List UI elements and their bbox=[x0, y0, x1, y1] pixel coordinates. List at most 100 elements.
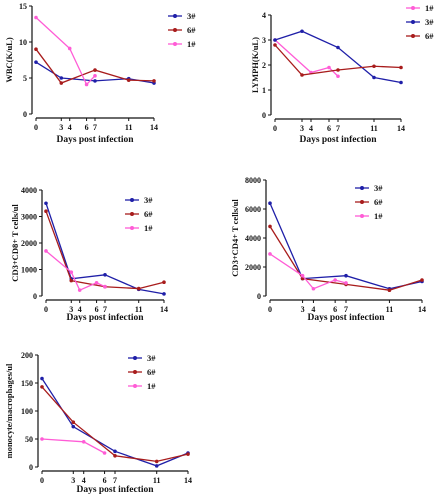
wbc-series-6-point-2 bbox=[93, 68, 97, 72]
cd8-legend-marker bbox=[130, 198, 134, 202]
mono-y-axis-label: monocyte/macrophages/ul bbox=[4, 363, 14, 458]
cd4-legend-item: 1# bbox=[355, 211, 383, 221]
cd8-legend-item: 6# bbox=[125, 209, 153, 219]
cd8-series-1-point-1 bbox=[69, 270, 74, 274]
mono-legend-item: 3# bbox=[128, 353, 156, 363]
cd8-series-6-point-1 bbox=[69, 278, 74, 283]
lymph-legend-marker bbox=[411, 34, 415, 38]
cd4-series-3-point-2 bbox=[344, 273, 348, 278]
wbc-x-tick-label: 0 bbox=[34, 123, 38, 132]
wbc-legend-marker bbox=[173, 14, 177, 18]
lymph-y-tick-label: 4 bbox=[262, 11, 266, 20]
wbc-series-3-point-2 bbox=[93, 79, 97, 83]
lymph-series-3-point-1 bbox=[300, 29, 304, 34]
cd4-x-tick-label: 11 bbox=[386, 305, 394, 314]
lymph-legend-item: 1# bbox=[406, 3, 434, 13]
cd4-x-tick-label: 3 bbox=[301, 305, 305, 314]
wbc-x-tick-label: 14 bbox=[150, 123, 158, 132]
mono-legend-item: 1# bbox=[128, 381, 156, 391]
cd8-x-tick-label: 6 bbox=[95, 305, 99, 314]
lymph-legend-label: 6# bbox=[425, 31, 434, 41]
cd8-series-1-point-3 bbox=[94, 280, 99, 285]
wbc-x-tick-label: 11 bbox=[125, 123, 133, 132]
cd8-legend-marker bbox=[130, 212, 134, 216]
chart-wbc: 0 5 10 15 0 3 4 6 7 11 14 Days post infection WBC(K/… bbox=[4, 2, 196, 145]
lymph-series-1-point-3 bbox=[336, 74, 340, 79]
cd8-y-tick-label: 3000 bbox=[21, 213, 37, 222]
cd4-series-1-point-1 bbox=[300, 273, 305, 278]
lymph-series-6-point-0 bbox=[273, 43, 277, 47]
lymph-x-axis-label: Days post infection bbox=[299, 135, 377, 145]
lymph-x-tick-label: 7 bbox=[336, 124, 340, 133]
lymph-series-6-point-1 bbox=[300, 73, 304, 77]
lymph-legend-marker bbox=[411, 6, 415, 10]
lymph-x-tick-label: 0 bbox=[273, 124, 277, 133]
cd8-y-tick-label: 2000 bbox=[21, 239, 37, 248]
wbc-y-tick-label: 10 bbox=[19, 38, 27, 47]
cd4-x-tick-label: 7 bbox=[344, 305, 348, 314]
mono-series-6-point-1 bbox=[71, 420, 76, 425]
lymph-x-tick-label: 6 bbox=[327, 124, 331, 133]
mono-series-1-point-2 bbox=[102, 451, 107, 455]
chart-cd8: 0 1000 2000 3000 4000 0 3 4 6 7 11 14 Days post infe… bbox=[10, 186, 168, 323]
cd8-legend-label: 6# bbox=[144, 209, 153, 219]
cd4-legend-marker bbox=[360, 200, 364, 204]
mono-y-tick-label: 150 bbox=[21, 379, 33, 388]
mono-series-3-point-1 bbox=[71, 424, 76, 429]
cd4-x-tick-label: 14 bbox=[418, 305, 426, 314]
cd8-y-tick-label: 4000 bbox=[21, 186, 37, 195]
cd8-series-3-point-0 bbox=[44, 201, 48, 206]
lymph-y-tick-label: 1 bbox=[262, 86, 266, 95]
wbc-series-line-6 bbox=[35, 48, 155, 84]
cd8-x-tick-label: 7 bbox=[103, 305, 107, 314]
cd4-legend-marker bbox=[360, 214, 364, 218]
wbc-series-3-point-1 bbox=[59, 76, 64, 80]
lymph-y-tick-label: 0 bbox=[262, 111, 266, 120]
cd4-legend-label: 1# bbox=[374, 211, 383, 221]
cd8-x-tick-label: 4 bbox=[78, 305, 82, 314]
cd4-series-1-point-0 bbox=[268, 252, 272, 256]
cd4-series-line-6 bbox=[269, 226, 423, 291]
lymph-series-3-point-2 bbox=[336, 45, 340, 50]
cd8-legend-item: 3# bbox=[125, 195, 153, 205]
cd4-series-6-point-0 bbox=[268, 224, 272, 229]
lymph-series-line-1 bbox=[274, 39, 339, 77]
mono-series-1-point-1 bbox=[81, 440, 86, 444]
cd8-series-1-point-2 bbox=[77, 288, 82, 292]
lymph-legend-label: 3# bbox=[425, 17, 434, 27]
mono-series-3-point-3 bbox=[154, 464, 159, 468]
lymph-series-6-point-3 bbox=[372, 64, 376, 69]
cd8-legend-marker bbox=[130, 226, 134, 230]
cd8-legend-item: 1# bbox=[125, 223, 153, 233]
cd4-x-tick-label: 0 bbox=[268, 305, 272, 314]
mono-legend-label: 6# bbox=[147, 367, 156, 377]
lymph-series-3-point-0 bbox=[273, 38, 277, 42]
cd4-series-6-point-3 bbox=[387, 288, 392, 293]
mono-legend-marker bbox=[133, 370, 137, 374]
lymph-legend-item: 6# bbox=[406, 31, 434, 41]
wbc-y-tick-label: 5 bbox=[23, 74, 27, 83]
lymph-legend-marker bbox=[411, 20, 415, 24]
mono-series-1-point-0 bbox=[40, 437, 44, 441]
mono-x-tick-label: 11 bbox=[153, 476, 161, 485]
mono-legend-label: 1# bbox=[147, 381, 156, 391]
mono-x-tick-label: 14 bbox=[184, 476, 192, 485]
cd4-series-1-point-2 bbox=[311, 286, 316, 291]
wbc-x-tick-label: 6 bbox=[85, 123, 89, 132]
mono-series-6-point-0 bbox=[40, 385, 44, 389]
lymph-series-1-point-2 bbox=[327, 65, 331, 70]
cd8-y-tick-label: 1000 bbox=[21, 266, 37, 275]
cd8-series-3-point-4 bbox=[162, 292, 166, 296]
lymph-series-3-point-4 bbox=[399, 80, 403, 85]
mono-y-tick-label: 0 bbox=[29, 463, 33, 472]
wbc-series-3-point-0 bbox=[34, 60, 38, 64]
cd8-series-6-point-0 bbox=[44, 209, 48, 213]
cd8-series-3-point-2 bbox=[103, 273, 107, 277]
mono-legend-label: 3# bbox=[147, 353, 156, 363]
lymph-legend-label: 1# bbox=[425, 3, 434, 13]
chart-mono: 0 50 100 150 200 0 3 4 6 7 11 14 Days post infection… bbox=[4, 351, 192, 495]
cd4-series-1-point-3 bbox=[333, 278, 337, 282]
cd4-x-tick-label: 4 bbox=[311, 305, 315, 314]
lymph-legend-item: 3# bbox=[406, 17, 434, 27]
